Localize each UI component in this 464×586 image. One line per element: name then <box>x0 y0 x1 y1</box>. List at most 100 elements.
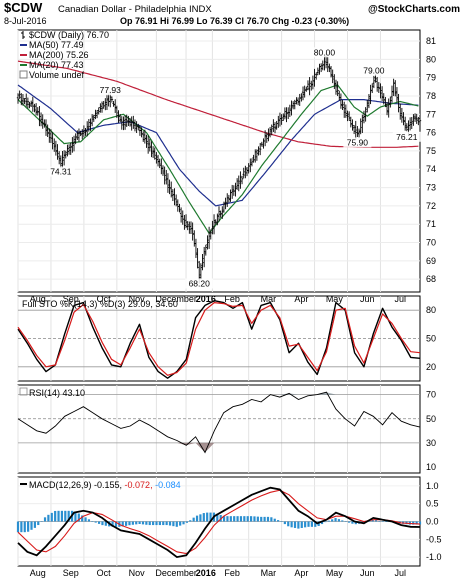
macd-hist-bar <box>327 520 330 522</box>
price-bar <box>171 189 175 202</box>
price-bar <box>366 99 369 113</box>
macd-hist-bar <box>412 521 415 525</box>
price-bar <box>305 86 308 92</box>
price-bar <box>315 72 318 80</box>
price-bar <box>270 124 273 136</box>
price-tick-label: 74 <box>426 164 436 174</box>
macd-hist-bar <box>219 515 222 522</box>
price-bar <box>369 84 372 105</box>
price-bar <box>319 63 323 73</box>
macd-hist-bar <box>33 521 36 528</box>
macd-hist-bar <box>179 521 182 526</box>
legend-label: MA(50) 77.49 <box>29 40 84 50</box>
price-tick-label: 78 <box>426 91 436 101</box>
price-bar <box>237 175 240 192</box>
price-bar <box>328 63 331 73</box>
price-bar <box>384 96 387 108</box>
price-bar <box>150 141 153 158</box>
price-bar <box>90 114 94 127</box>
x-tick-label: May <box>326 294 344 304</box>
price-bar <box>321 60 324 71</box>
price-bar <box>367 94 371 109</box>
macd-hist-bar <box>239 516 243 522</box>
price-bar <box>300 93 303 102</box>
price-bar <box>417 116 420 126</box>
macd-hist-bar <box>57 510 60 522</box>
price-bar <box>415 113 418 124</box>
macd-hist-bar <box>67 510 70 522</box>
x-tick-label: Aug <box>30 294 46 304</box>
price-bar <box>382 93 385 105</box>
price-bar <box>347 111 351 121</box>
macd-hist-bar <box>111 521 114 527</box>
price-bar <box>122 116 125 131</box>
price-bar <box>395 87 399 103</box>
price-tick-label: 77 <box>426 109 436 119</box>
rsi-legend-swatch <box>19 387 28 396</box>
price-bar <box>336 81 339 97</box>
legend-label: MA(200) 75.26 <box>29 50 89 60</box>
price-bar <box>254 149 257 163</box>
price-bar <box>110 96 114 103</box>
price-bar <box>133 119 137 132</box>
price-bar <box>28 101 31 109</box>
price-bar <box>174 194 178 207</box>
price-bar <box>69 142 72 155</box>
x-tick-label: Apr <box>294 294 308 304</box>
price-bar <box>151 146 155 158</box>
macd-hist-bar <box>47 514 50 522</box>
price-bar <box>399 103 402 120</box>
price-bar <box>257 146 260 156</box>
price-bar <box>125 114 128 127</box>
price-bar <box>339 93 343 109</box>
price-bar <box>202 246 206 268</box>
macd-hist-bar <box>54 510 57 522</box>
annotation-bg <box>343 137 372 148</box>
macd-hist-bar <box>27 521 30 532</box>
price-bar <box>357 128 361 138</box>
price-bar <box>94 109 97 120</box>
macd-hist-bar <box>30 521 33 530</box>
macd-hist-bar <box>206 512 209 522</box>
price-bar <box>41 114 44 129</box>
price-bar <box>267 128 270 142</box>
macd-tick-label: -0.5 <box>426 534 442 544</box>
price-bar <box>76 130 79 141</box>
macd-hist-bar <box>337 519 341 522</box>
chart-date: 8-Jul-2016 <box>4 16 47 26</box>
price-bar <box>191 222 194 241</box>
price-tick-label: 68 <box>426 274 436 284</box>
macd-legend: MACD(12,26,9) -0.155, -0.072, -0.084 <box>20 480 181 490</box>
price-bar <box>117 110 120 123</box>
macd-hist-bar <box>91 521 94 522</box>
price-bar <box>23 98 26 105</box>
price-bar <box>33 103 36 113</box>
price-bar <box>120 116 123 130</box>
x-tick-label: Aug <box>30 568 46 578</box>
x-tick-label: Jul <box>394 568 406 578</box>
price-bar <box>127 115 130 126</box>
price-bar <box>341 100 344 111</box>
price-bar <box>343 101 346 118</box>
price-bar <box>95 110 99 119</box>
macd-hist-bar <box>60 510 64 522</box>
macd-hist-bar <box>182 521 185 525</box>
x-tick-label: Nov <box>129 568 146 578</box>
rsi-tick-label: 30 <box>426 438 436 448</box>
macd-hist-bar <box>249 516 253 522</box>
macd-hist-bar <box>87 519 91 522</box>
macd-hist-bar <box>334 518 337 522</box>
price-bar <box>188 221 191 234</box>
macd-hist-bar <box>81 515 84 522</box>
macd-hist-bar <box>243 516 246 522</box>
macd-hist-bar <box>246 516 249 522</box>
macd-hist-bar <box>310 521 313 527</box>
macd-hist-bar <box>50 512 53 522</box>
price-annotation: 68.20 <box>189 279 211 289</box>
rsi-line <box>17 391 421 454</box>
price-bar <box>240 175 244 185</box>
macd-hist-bar <box>317 521 320 526</box>
legend-box-swatch <box>19 70 28 79</box>
price-bar <box>132 115 135 129</box>
macd-hist-bar <box>138 521 141 525</box>
